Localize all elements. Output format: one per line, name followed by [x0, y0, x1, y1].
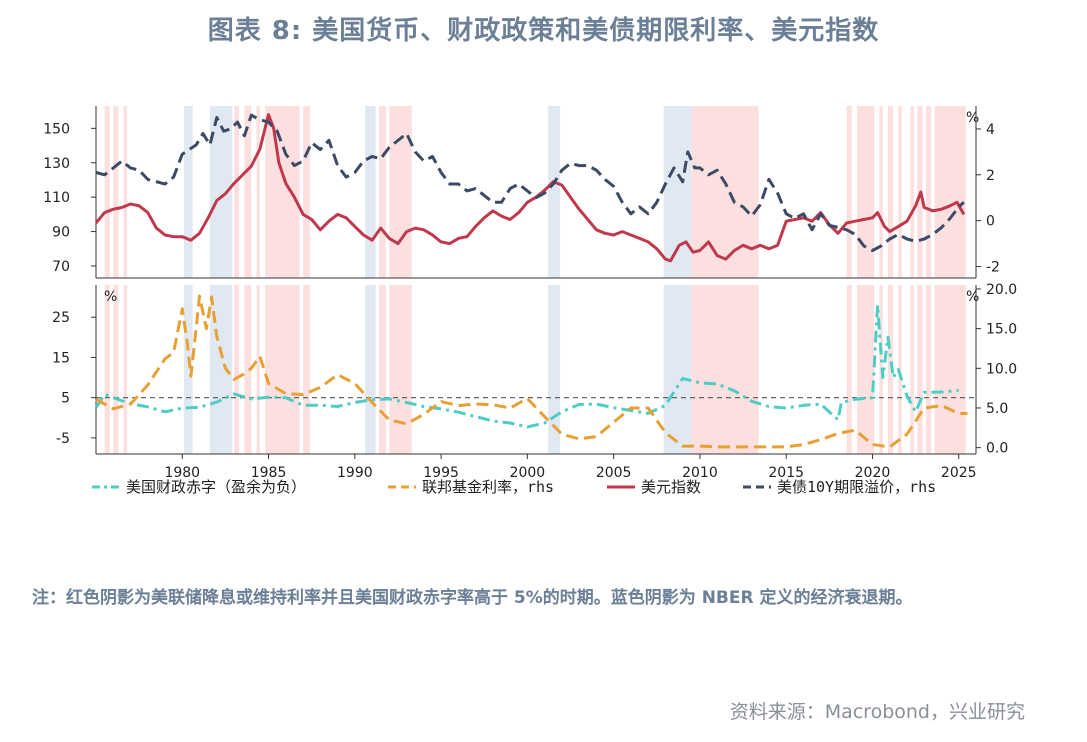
legend: 美国财政赤字（盈余为负） 联邦基金利率，rhs 美元指数 美债10Y期限溢价，rhs	[92, 478, 936, 496]
y-right-tick-label: 15.0	[986, 322, 1017, 338]
x-tick-label: 2025	[941, 465, 977, 481]
blue-shade-band	[184, 106, 193, 278]
y-left-tick-label: 150	[43, 121, 70, 137]
red-shade-band	[234, 106, 240, 278]
red-shade-band	[378, 285, 386, 454]
blue-shade-band	[663, 285, 692, 454]
bottom-panel: -5 5 15 25 0.0 5.0 10.0 15.0 20.0%%	[52, 282, 1017, 457]
x-tick-label: 1990	[337, 465, 373, 481]
figure-title: 图表 8: 美国货币、财政政策和美债期限利率、美元指数	[207, 16, 880, 46]
y-left-tick-label: 5	[61, 391, 70, 407]
red-shade-band	[104, 106, 110, 278]
red-shade-band	[104, 285, 110, 454]
red-shade-band	[123, 285, 128, 454]
x-tick-label: 2010	[682, 465, 718, 481]
blue-shade-band	[209, 285, 233, 454]
red-shade-band	[691, 285, 759, 454]
red-shade-band	[691, 106, 759, 278]
source-credit: 资料来源：Macrobond，兴业研究	[729, 701, 1025, 723]
blue-shade-band	[365, 285, 376, 454]
y-left-tick-label: 90	[52, 225, 70, 241]
y-left-unit-label: %	[104, 289, 117, 305]
red-shade-band	[879, 106, 883, 278]
red-shade-band	[925, 106, 932, 278]
red-shade-band	[934, 106, 966, 278]
top-panel: 70 90 110 130 150 -2 0 2 4%	[43, 106, 1000, 279]
x-tick-label: 2000	[510, 465, 546, 481]
series-line-rhs-1	[95, 113, 965, 252]
x-tick-label: 2015	[768, 465, 804, 481]
red-shade-band	[123, 106, 128, 278]
x-tick-label: 1980	[164, 465, 200, 481]
series-line-rhs-1	[95, 294, 968, 449]
y-right-tick-label: 4	[986, 122, 995, 138]
red-shade-band	[244, 285, 252, 454]
x-axis: 1980 1985 1990 1995 2000 2005 2010 2015 2020 2025	[164, 454, 977, 481]
red-shade-band	[888, 285, 894, 454]
blue-shade-band	[209, 106, 233, 278]
y-right-tick-label: -2	[986, 260, 1000, 276]
red-shade-band	[113, 285, 119, 454]
y-right-unit-label: %	[966, 110, 979, 126]
red-shade-band	[856, 106, 875, 278]
legend-label: 美国财政赤字（盈余为负）	[126, 478, 306, 496]
y-right-tick-label: 10.0	[986, 361, 1017, 377]
red-shade-band	[917, 285, 923, 454]
series-line-lhs-0	[94, 303, 959, 429]
red-shade-band	[856, 285, 875, 454]
red-shade-band	[265, 285, 300, 454]
blue-shade-band	[548, 106, 561, 278]
red-shade-band	[303, 106, 310, 278]
red-shade-band	[389, 106, 412, 278]
x-tick-label: 1995	[423, 465, 459, 481]
y-right-unit-label: %	[966, 289, 979, 305]
red-shade-band	[910, 285, 914, 454]
red-shade-band	[910, 106, 914, 278]
red-shade-band	[389, 285, 412, 454]
red-shade-band	[256, 285, 260, 454]
red-shade-band	[888, 106, 894, 278]
red-shade-band	[846, 106, 852, 278]
legend-label: 美债10Y期限溢价，rhs	[777, 478, 936, 496]
y-right-tick-label: 2	[986, 168, 995, 184]
red-shade-band	[934, 285, 966, 454]
red-shade-band	[244, 106, 252, 278]
x-tick-label: 1985	[251, 465, 287, 481]
blue-shade-band	[548, 285, 561, 454]
y-right-tick-label: 0.0	[986, 441, 1008, 457]
red-shade-band	[113, 106, 119, 278]
red-shade-band	[898, 285, 902, 454]
y-left-tick-label: 110	[43, 190, 70, 206]
y-right-tick-label: 20.0	[986, 282, 1017, 298]
x-tick-label: 2020	[855, 465, 891, 481]
blue-shade-band	[365, 106, 376, 278]
y-left-tick-label: 15	[52, 350, 70, 366]
blue-shade-band	[184, 285, 193, 454]
y-left-tick-label: 25	[52, 310, 70, 326]
red-shade-band	[898, 106, 902, 278]
legend-label: 联邦基金利率，rhs	[422, 478, 554, 496]
red-shade-band	[925, 285, 932, 454]
red-shade-band	[846, 285, 852, 454]
y-left-tick-label: 130	[43, 156, 70, 172]
red-shade-band	[303, 285, 310, 454]
chart-note: 注：红色阴影为美联储降息或维持利率并且美国财政赤字率高于 5%的时期。蓝色阴影为…	[32, 588, 913, 608]
x-tick-label: 2005	[596, 465, 632, 481]
y-right-tick-label: 5.0	[986, 401, 1008, 417]
red-shade-band	[256, 106, 260, 278]
red-shade-band	[234, 285, 240, 454]
red-shade-band	[265, 106, 300, 278]
y-right-tick-label: 0	[986, 214, 995, 230]
chart-svg: 70 90 110 130 150 -2 0 2 4% -5 5 15 25 0.0 5.0 10.0 15.…	[43, 106, 1017, 496]
y-left-tick-label: 70	[52, 259, 70, 275]
blue-shade-band	[663, 106, 692, 278]
legend-label: 美元指数	[641, 478, 701, 496]
red-shade-band	[378, 106, 386, 278]
y-left-tick-label: -5	[56, 431, 70, 447]
